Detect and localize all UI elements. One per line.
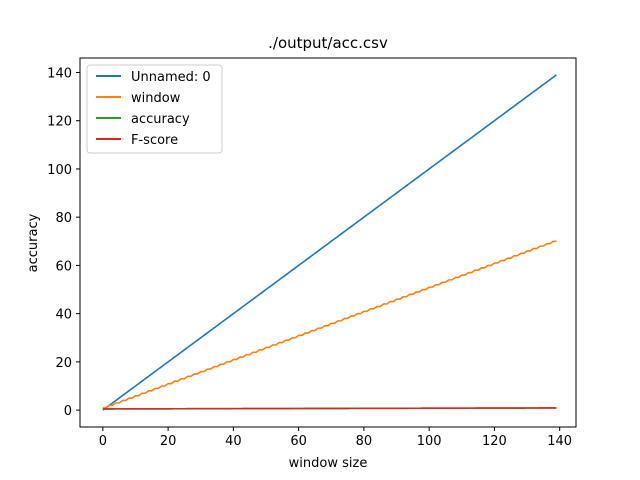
legend-label: F-score — [131, 133, 178, 148]
series-line-window — [102, 240, 557, 409]
x-tick-label: 40 — [225, 434, 242, 449]
y-tick-label: 120 — [47, 115, 72, 130]
series-line-unnamed-0 — [102, 74, 557, 411]
y-axis-label: accuracy — [26, 213, 41, 272]
series-line-f-score — [102, 407, 557, 410]
plot-lines — [102, 74, 557, 411]
x-tick-label: 100 — [417, 434, 442, 449]
legend-label: Unnamed: 0 — [131, 70, 211, 85]
x-axis-label: window size — [289, 456, 368, 471]
x-tick-label: 140 — [547, 434, 572, 449]
y-tick-label: 80 — [55, 211, 72, 226]
y-axis-ticks: 0 20 40 60 80 100 120 140 — [47, 66, 80, 419]
x-tick-label: 60 — [290, 434, 307, 449]
y-tick-label: 0 — [64, 404, 72, 419]
x-axis-ticks: 0 20 40 60 80 100 120 140 — [99, 427, 572, 449]
plot-frame — [79, 57, 577, 428]
x-tick-label: 20 — [160, 434, 177, 449]
y-tick-label: 140 — [47, 66, 72, 81]
x-tick-label: 80 — [356, 434, 373, 449]
legend-label: window — [131, 91, 181, 106]
legend-label: accuracy — [131, 112, 190, 127]
y-tick-label: 20 — [55, 356, 72, 371]
y-tick-label: 40 — [55, 308, 72, 323]
x-tick-label: 120 — [482, 434, 507, 449]
y-tick-label: 100 — [47, 163, 72, 178]
legend: Unnamed: 0 window accuracy F-score — [86, 64, 223, 154]
chart-title: ./output/acc.csv — [268, 34, 388, 52]
y-tick-label: 60 — [55, 259, 72, 274]
x-tick-label: 0 — [99, 434, 107, 449]
legend-box — [86, 64, 223, 154]
